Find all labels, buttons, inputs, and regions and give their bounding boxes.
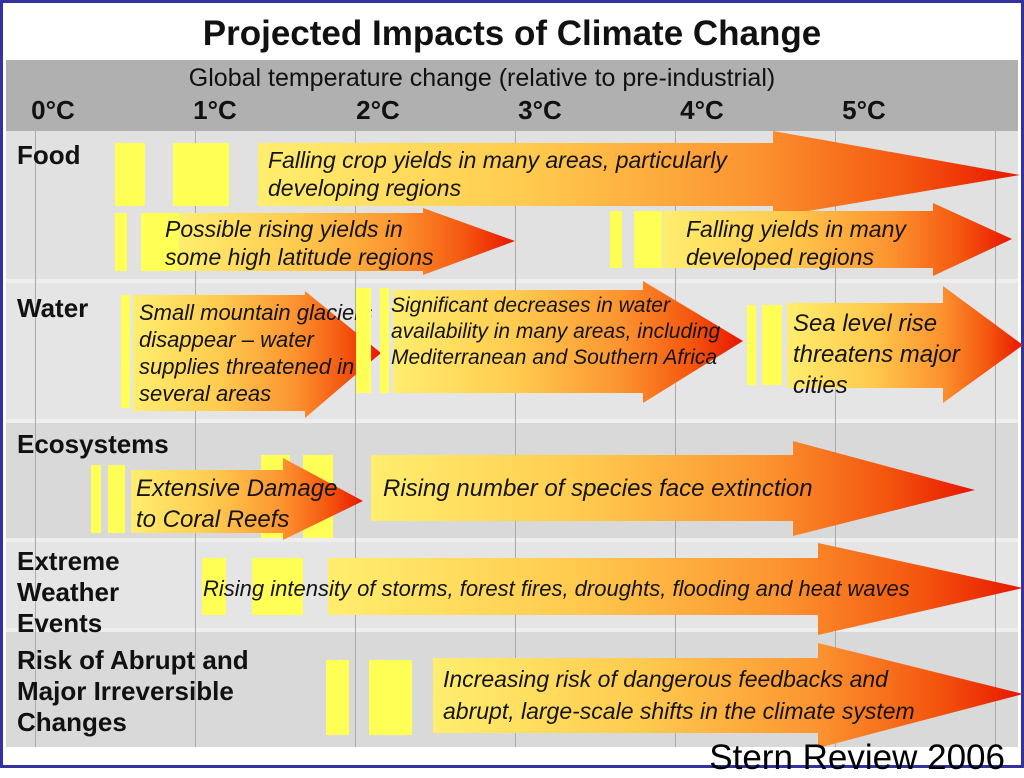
arrow-food-rising [179,208,515,275]
arrow-weather-storms [328,543,1023,635]
gridline-5c [835,131,836,747]
uncertainty-strip [252,558,303,615]
arrow-text-food-developed: Falling yields in many developed regions [686,216,906,270]
arrow-eco-coral [131,458,363,540]
row-separator [6,419,1018,423]
uncertainty-strip [380,288,389,393]
arrow-text-weather-storms: Rising intensity of storms, forest fires… [203,576,910,601]
uncertainty-strip [115,143,145,206]
uncertainty-strip [173,143,229,206]
uncertainty-strip [610,211,622,268]
tick-label-0c: 0°C [31,95,75,125]
row-separator [6,538,1018,542]
arrow-water-glaciers [133,291,381,418]
uncertainty-strip [369,660,412,735]
row-label-extreme-weather: Extreme Weather Events [17,546,120,638]
arrow-water-sea-level [787,286,1023,403]
page-title: Projected Impacts of Climate Change [202,14,822,53]
row-label-food: Food [17,140,81,170]
row-label-risk: Risk of Abrupt and Major Irreversible Ch… [17,645,249,737]
gridline-0c [35,131,36,747]
tick-label-2c: 2°C [356,95,400,125]
uncertainty-strip [762,305,782,385]
row-separator [6,279,1018,283]
arrow-food-main [258,131,1020,217]
gridline-6c [995,131,996,747]
arrow-risk-feedbacks [433,643,1023,748]
row-label-ecosystems: Ecosystems [17,429,169,459]
arrow-text-risk-feedbacks: Increasing risk of dangerous feedbacks a… [443,666,915,724]
uncertainty-strip [634,211,662,268]
uncertainty-strip [108,465,125,533]
arrow-text-water-sea-level: Sea level rise threatens major cities [793,310,960,399]
uncertainty-strip [115,213,127,271]
axis-header-band [6,60,1018,131]
arrow-food-developed [663,203,1012,276]
arrow-text-eco-species: Rising number of species face extinction [383,475,813,502]
gridline-1c [195,131,196,747]
tick-label-5c: 5°C [842,95,886,125]
arrow-text-water-availability: Significant decreases in water availabil… [391,294,721,369]
arrow-text-water-glaciers: Small mountain glaciers disappear – wate… [139,300,373,406]
row-separator [6,628,1018,632]
arrow-water-availability [393,281,743,403]
uncertainty-strip [356,288,371,393]
uncertainty-strip [202,558,226,615]
tick-label-1c: 1°C [193,95,237,125]
gridline-3c [515,131,516,747]
axis-title: Global temperature change (relative to p… [188,64,776,92]
gridline-2c [355,131,356,747]
gridline-4c [675,131,676,747]
uncertainty-strip [91,465,101,533]
uncertainty-strip [747,305,756,385]
row-label-water: Water [17,293,89,323]
uncertainty-strip [326,660,349,735]
arrow-text-eco-coral: Extensive Damage to Coral Reefs [136,475,338,533]
arrow-text-food-main: Falling crop yields in many areas, parti… [268,147,727,201]
tick-label-3c: 3°C [518,95,562,125]
uncertainty-strip [121,295,130,408]
source-caption: Stern Review 2006 [709,738,1005,777]
uncertainty-strip [141,213,179,271]
arrow-text-food-rising: Possible rising yields in some high lati… [165,216,434,270]
arrow-eco-species [371,441,975,536]
tick-label-4c: 4°C [680,95,724,125]
